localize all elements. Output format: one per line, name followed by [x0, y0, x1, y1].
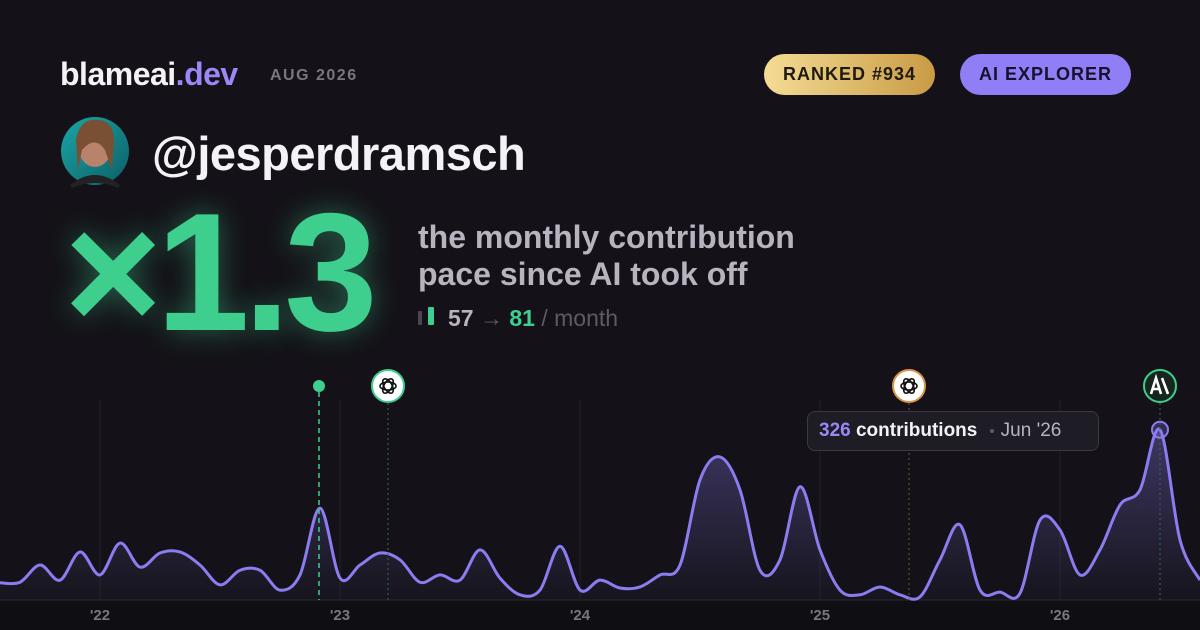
pace-after: 81	[509, 305, 535, 331]
openai-icon	[892, 369, 926, 403]
brand: blameai.dev	[60, 56, 238, 93]
handle: @jesperdramsch	[152, 127, 526, 180]
date: AUG 2026	[270, 67, 358, 84]
tooltip-label: contributions	[855, 420, 978, 441]
caption: the monthly contribution	[418, 219, 795, 255]
pace: 57 → 81 / month	[448, 305, 618, 332]
pace-icon	[418, 311, 422, 325]
brand-tld: .dev	[175, 56, 239, 92]
tooltip: 326 contributions Jun '26	[807, 411, 1099, 451]
tooltip-date: Jun '26	[1000, 420, 1062, 441]
brand-name: blameai	[60, 56, 176, 92]
x-tick-label: '26	[1050, 607, 1070, 624]
openai-icon	[371, 369, 405, 403]
x-tick-label: '23	[330, 607, 350, 624]
x-tick-label: '25	[810, 607, 830, 624]
pace-unit: / month	[541, 305, 619, 331]
separator	[989, 428, 994, 433]
event-dot	[313, 380, 325, 392]
tier-badge: AI EXPLORER	[960, 54, 1132, 95]
avatar	[61, 117, 129, 188]
x-tick-label: '22	[90, 607, 110, 624]
caption: pace since AI took off	[418, 256, 748, 292]
rank-badge: RANKED #934	[764, 54, 936, 95]
anthropic-icon	[1143, 369, 1177, 403]
tooltip-value: 326	[819, 420, 851, 441]
multiplier: ×1.3	[64, 178, 378, 366]
line	[0, 427, 1200, 601]
pace-arrow: →	[479, 305, 503, 331]
axis-band	[0, 600, 1200, 630]
area	[0, 428, 1200, 600]
pace-before: 57	[448, 305, 474, 331]
x-tick-label: '24	[570, 607, 591, 624]
pace-icon	[428, 307, 434, 325]
